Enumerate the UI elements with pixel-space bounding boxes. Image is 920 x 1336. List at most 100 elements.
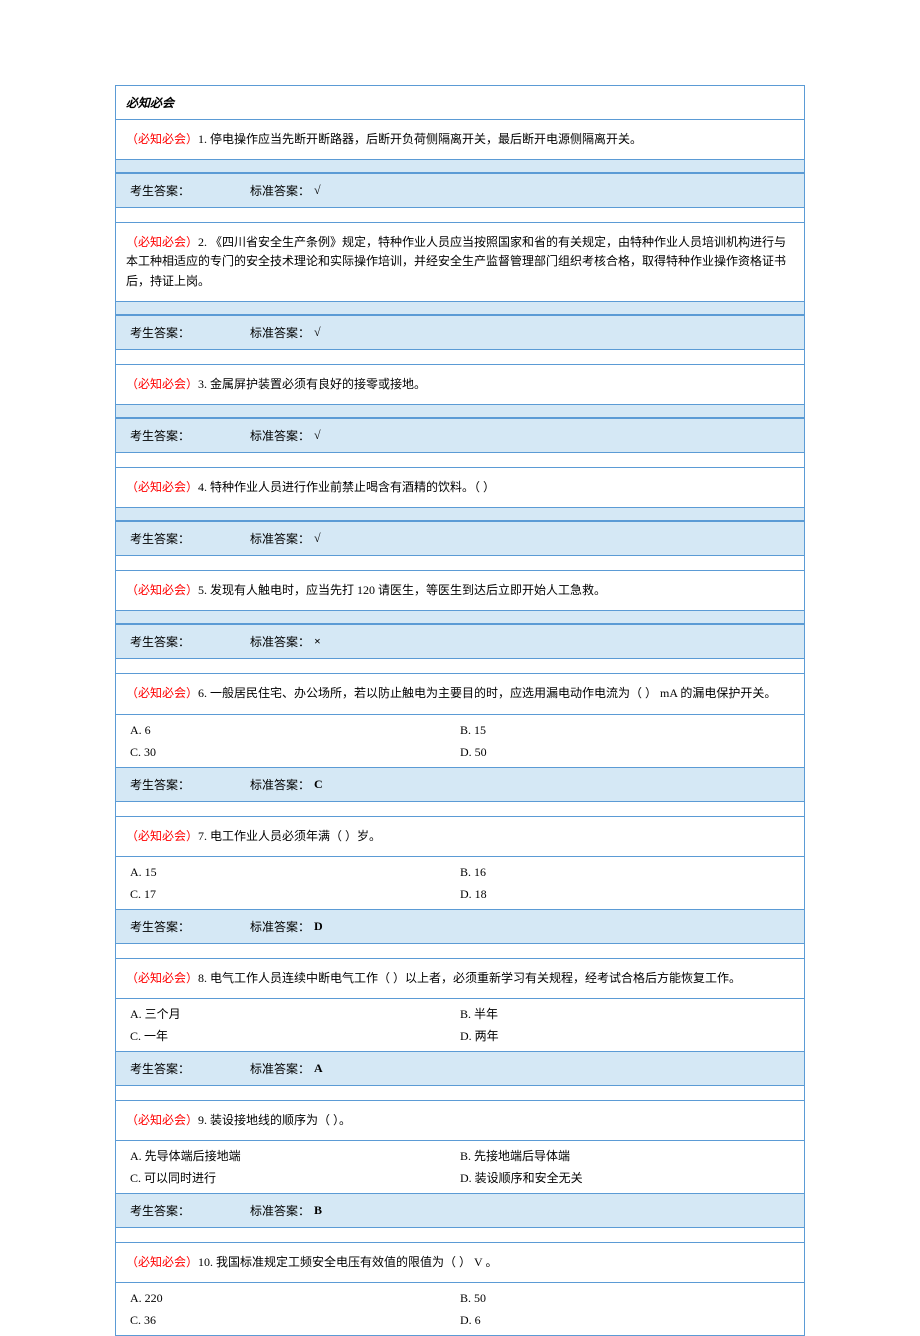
question-tag: （必知必会） xyxy=(126,686,198,700)
answer-row-1: 考生答案： 标准答案： √ xyxy=(116,173,804,208)
question-num: 2. xyxy=(198,235,207,249)
examinee-answer-label: 考生答案： xyxy=(130,324,190,341)
question-num: 7. xyxy=(198,829,207,843)
examinee-answer-label: 考生答案： xyxy=(130,633,190,650)
standard-answer-label: 标准答案： xyxy=(250,633,310,650)
question-tag: （必知必会） xyxy=(126,480,198,494)
answer-value: √ xyxy=(314,183,321,198)
options-6: A. 6 B. 15 C. 30 D. 50 xyxy=(116,714,804,767)
standard-answer-label: 标准答案： xyxy=(250,182,310,199)
spacer xyxy=(116,404,804,418)
question-tag: （必知必会） xyxy=(126,583,198,597)
section-title: 必知必会 xyxy=(116,86,804,120)
options-8: A. 三个月 B. 半年 C. 一年 D. 两年 xyxy=(116,998,804,1051)
question-tag: （必知必会） xyxy=(126,971,198,985)
question-4: （必知必会）4. 特种作业人员进行作业前禁止喝含有酒精的饮料。（ ） xyxy=(116,467,804,507)
question-num: 3. xyxy=(198,377,207,391)
spacer xyxy=(116,507,804,521)
question-num: 6. xyxy=(198,686,207,700)
gap xyxy=(116,453,804,467)
option-d: D. 两年 xyxy=(460,1027,790,1045)
options-10: A. 220 B. 50 C. 36 D. 6 xyxy=(116,1282,804,1335)
question-3: （必知必会）3. 金属屏护装置必须有良好的接零或接地。 xyxy=(116,364,804,404)
answer-row-4: 考生答案： 标准答案： √ xyxy=(116,521,804,556)
examinee-answer-label: 考生答案： xyxy=(130,1060,190,1077)
answer-row-9: 考生答案： 标准答案： B xyxy=(116,1193,804,1228)
option-b: B. 半年 xyxy=(460,1005,790,1023)
option-a: A. 三个月 xyxy=(130,1005,460,1023)
option-b: B. 16 xyxy=(460,863,790,881)
question-6: （必知必会）6. 一般居民住宅、办公场所，若以防止触电为主要目的时，应选用漏电动… xyxy=(116,673,804,713)
question-tag: （必知必会） xyxy=(126,829,198,843)
standard-answer-label: 标准答案： xyxy=(250,918,310,935)
option-b: B. 50 xyxy=(460,1289,790,1307)
spacer xyxy=(116,610,804,624)
question-num: 4. xyxy=(198,480,207,494)
standard-answer-label: 标准答案： xyxy=(250,324,310,341)
gap xyxy=(116,802,804,816)
examinee-answer-label: 考生答案： xyxy=(130,530,190,547)
option-c: C. 17 xyxy=(130,885,460,903)
answer-row-6: 考生答案： 标准答案： C xyxy=(116,767,804,802)
standard-answer-label: 标准答案： xyxy=(250,1202,310,1219)
question-num: 5. xyxy=(198,583,207,597)
option-d: D. 18 xyxy=(460,885,790,903)
question-tag: （必知必会） xyxy=(126,377,198,391)
option-d: D. 50 xyxy=(460,743,790,761)
question-body: 《四川省安全生产条例》规定，特种作业人员应当按照国家和省的有关规定，由特种作业人… xyxy=(126,235,786,287)
gap xyxy=(116,944,804,958)
question-tag: （必知必会） xyxy=(126,1113,198,1127)
gap xyxy=(116,1228,804,1242)
question-num: 1. xyxy=(198,132,207,146)
examinee-answer-label: 考生答案： xyxy=(130,427,190,444)
gap xyxy=(116,1086,804,1100)
question-body: 我国标准规定工频安全电压有效值的限值为（ ） V 。 xyxy=(216,1255,497,1269)
question-7: （必知必会）7. 电工作业人员必须年满（ ）岁。 xyxy=(116,816,804,856)
question-5: （必知必会）5. 发现有人触电时，应当先打 120 请医生，等医生到达后立即开始… xyxy=(116,570,804,610)
question-tag: （必知必会） xyxy=(126,235,198,249)
spacer xyxy=(116,159,804,173)
question-2: （必知必会）2. 《四川省安全生产条例》规定，特种作业人员应当按照国家和省的有关… xyxy=(116,222,804,301)
question-num: 8. xyxy=(198,971,207,985)
option-c: C. 36 xyxy=(130,1311,460,1329)
standard-answer-label: 标准答案： xyxy=(250,776,310,793)
answer-value: √ xyxy=(314,325,321,340)
question-body: 电工作业人员必须年满（ ）岁。 xyxy=(210,829,381,843)
question-body: 停电操作应当先断开断路器，后断开负荷侧隔离开关，最后断开电源侧隔离开关。 xyxy=(210,132,642,146)
answer-value: √ xyxy=(314,428,321,443)
question-9: （必知必会）9. 装设接地线的顺序为（ ）。 xyxy=(116,1100,804,1140)
option-d: D. 装设顺序和安全无关 xyxy=(460,1169,790,1187)
answer-value: C xyxy=(314,777,323,792)
answer-value: × xyxy=(314,634,321,649)
option-c: C. 可以同时进行 xyxy=(130,1169,460,1187)
examinee-answer-label: 考生答案： xyxy=(130,776,190,793)
answer-value: D xyxy=(314,919,323,934)
spacer xyxy=(116,301,804,315)
standard-answer-label: 标准答案： xyxy=(250,1060,310,1077)
gap xyxy=(116,208,804,222)
question-10: （必知必会）10. 我国标准规定工频安全电压有效值的限值为（ ） V 。 xyxy=(116,1242,804,1282)
examinee-answer-label: 考生答案： xyxy=(130,182,190,199)
examinee-answer-label: 考生答案： xyxy=(130,1202,190,1219)
question-body: 发现有人触电时，应当先打 120 请医生，等医生到达后立即开始人工急救。 xyxy=(210,583,606,597)
question-body: 特种作业人员进行作业前禁止喝含有酒精的饮料。（ ） xyxy=(210,480,495,494)
question-body: 电气工作人员连续中断电气工作（ ）以上者，必须重新学习有关规程，经考试合格后方能… xyxy=(210,971,741,985)
options-7: A. 15 B. 16 C. 17 D. 18 xyxy=(116,856,804,909)
option-c: C. 30 xyxy=(130,743,460,761)
option-c: C. 一年 xyxy=(130,1027,460,1045)
exam-container: 必知必会 （必知必会）1. 停电操作应当先断开断路器，后断开负荷侧隔离开关，最后… xyxy=(115,85,805,1336)
answer-row-2: 考生答案： 标准答案： √ xyxy=(116,315,804,350)
option-a: A. 先导体端后接地端 xyxy=(130,1147,460,1165)
question-1: （必知必会）1. 停电操作应当先断开断路器，后断开负荷侧隔离开关，最后断开电源侧… xyxy=(116,120,804,159)
option-b: B. 先接地端后导体端 xyxy=(460,1147,790,1165)
answer-value: A xyxy=(314,1061,323,1076)
question-body: 装设接地线的顺序为（ ）。 xyxy=(210,1113,351,1127)
option-a: A. 15 xyxy=(130,863,460,881)
question-tag: （必知必会） xyxy=(126,132,198,146)
gap xyxy=(116,659,804,673)
question-num: 9. xyxy=(198,1113,207,1127)
question-8: （必知必会）8. 电气工作人员连续中断电气工作（ ）以上者，必须重新学习有关规程… xyxy=(116,958,804,998)
question-num: 10. xyxy=(198,1255,213,1269)
option-a: A. 6 xyxy=(130,721,460,739)
answer-row-7: 考生答案： 标准答案： D xyxy=(116,909,804,944)
